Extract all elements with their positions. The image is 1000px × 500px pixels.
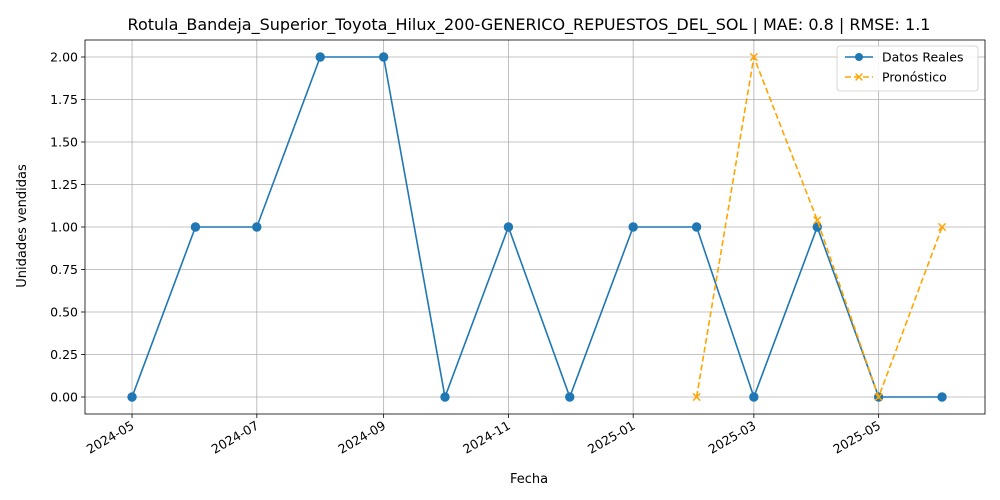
data-point <box>937 392 947 402</box>
x-axis-label: Fecha <box>510 472 548 487</box>
data-point <box>691 222 702 232</box>
y-tick-label: 1.50 <box>50 135 78 150</box>
legend-marker <box>855 73 863 81</box>
y-axis-label: Unidades vendidas <box>15 164 30 288</box>
data-point <box>749 392 759 402</box>
legend: Datos Reales Pronóstico <box>836 45 979 92</box>
legend-label: Datos Reales <box>882 50 963 65</box>
data-point <box>565 392 575 402</box>
data-point <box>503 222 514 232</box>
legend-label: Pronóstico <box>882 70 947 85</box>
series-line <box>131 56 943 401</box>
chart-title: Rotula_Bandeja_Superior_Toyota_Hilux_200… <box>128 15 931 35</box>
plot-frame <box>84 39 986 415</box>
legend-entry: Pronóstico <box>845 70 947 85</box>
y-tick-label: 1.75 <box>50 92 78 107</box>
legend-entry: Datos Reales <box>845 50 963 65</box>
y-tick-label: 0.25 <box>50 347 78 362</box>
series-group <box>127 52 947 402</box>
data-point <box>937 222 947 232</box>
data-point <box>813 216 822 225</box>
marker-stroke <box>692 392 701 402</box>
y-tick-label: 1.25 <box>50 177 78 192</box>
data-point <box>440 392 450 402</box>
data-point <box>749 52 758 62</box>
y-tick-label: 1.00 <box>50 220 78 235</box>
marker-stroke <box>813 216 822 225</box>
data-point <box>692 392 701 402</box>
marker-stroke <box>937 222 947 232</box>
data-point <box>190 222 201 232</box>
data-point <box>315 52 325 62</box>
marker-stroke <box>874 392 883 402</box>
marker-stroke <box>749 52 758 62</box>
y-tick-label: 0.75 <box>50 262 78 277</box>
data-point <box>127 392 137 402</box>
legend-marker <box>855 53 863 61</box>
data-point <box>252 222 262 232</box>
data-point <box>628 222 638 232</box>
data-point <box>378 52 389 62</box>
y-tick-label: 0.00 <box>50 390 78 405</box>
data-point <box>874 392 883 402</box>
series-line <box>695 54 943 400</box>
y-tick-label: 0.50 <box>50 305 78 320</box>
y-tick-label: 2.00 <box>50 50 78 65</box>
